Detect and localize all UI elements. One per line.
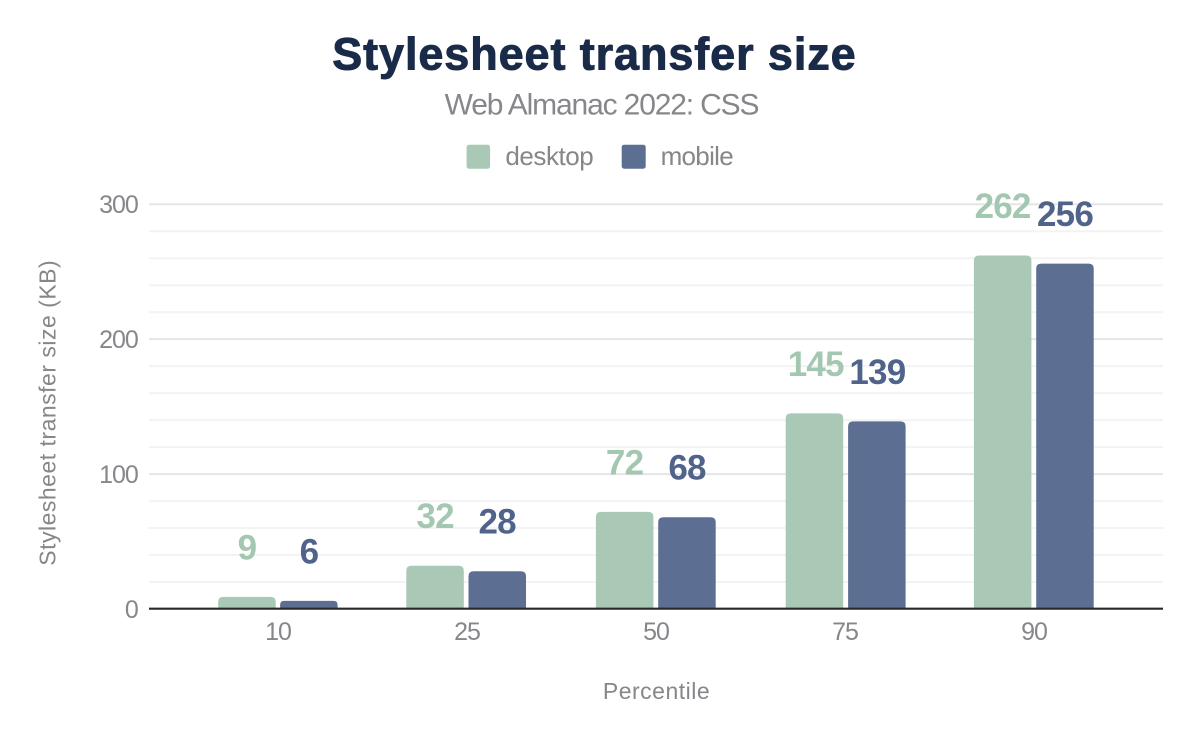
svg-text:10: 10 — [265, 618, 291, 646]
svg-text:Percentile: Percentile — [603, 678, 710, 704]
svg-text:72: 72 — [606, 443, 644, 482]
svg-text:50: 50 — [643, 618, 669, 646]
svg-text:32: 32 — [416, 497, 454, 536]
svg-text:9: 9 — [238, 528, 257, 567]
svg-text:200: 200 — [99, 326, 138, 354]
svg-text:68: 68 — [668, 449, 706, 488]
svg-text:90: 90 — [1021, 618, 1047, 646]
svg-text:desktop: desktop — [505, 141, 593, 171]
svg-text:75: 75 — [832, 618, 858, 646]
svg-text:28: 28 — [479, 503, 517, 542]
svg-text:25: 25 — [454, 618, 480, 646]
svg-text:262: 262 — [975, 187, 1031, 226]
svg-text:256: 256 — [1037, 195, 1093, 234]
svg-text:Web Almanac 2022: CSS: Web Almanac 2022: CSS — [445, 89, 759, 122]
svg-text:Stylesheet transfer size (KB): Stylesheet transfer size (KB) — [35, 260, 61, 566]
svg-text:0: 0 — [125, 596, 138, 624]
svg-text:300: 300 — [99, 191, 138, 219]
svg-text:Stylesheet transfer size: Stylesheet transfer size — [332, 29, 856, 80]
svg-text:6: 6 — [300, 532, 319, 571]
svg-text:145: 145 — [788, 345, 844, 384]
svg-text:mobile: mobile — [661, 141, 734, 171]
svg-text:100: 100 — [99, 461, 138, 489]
svg-text:139: 139 — [849, 353, 905, 392]
